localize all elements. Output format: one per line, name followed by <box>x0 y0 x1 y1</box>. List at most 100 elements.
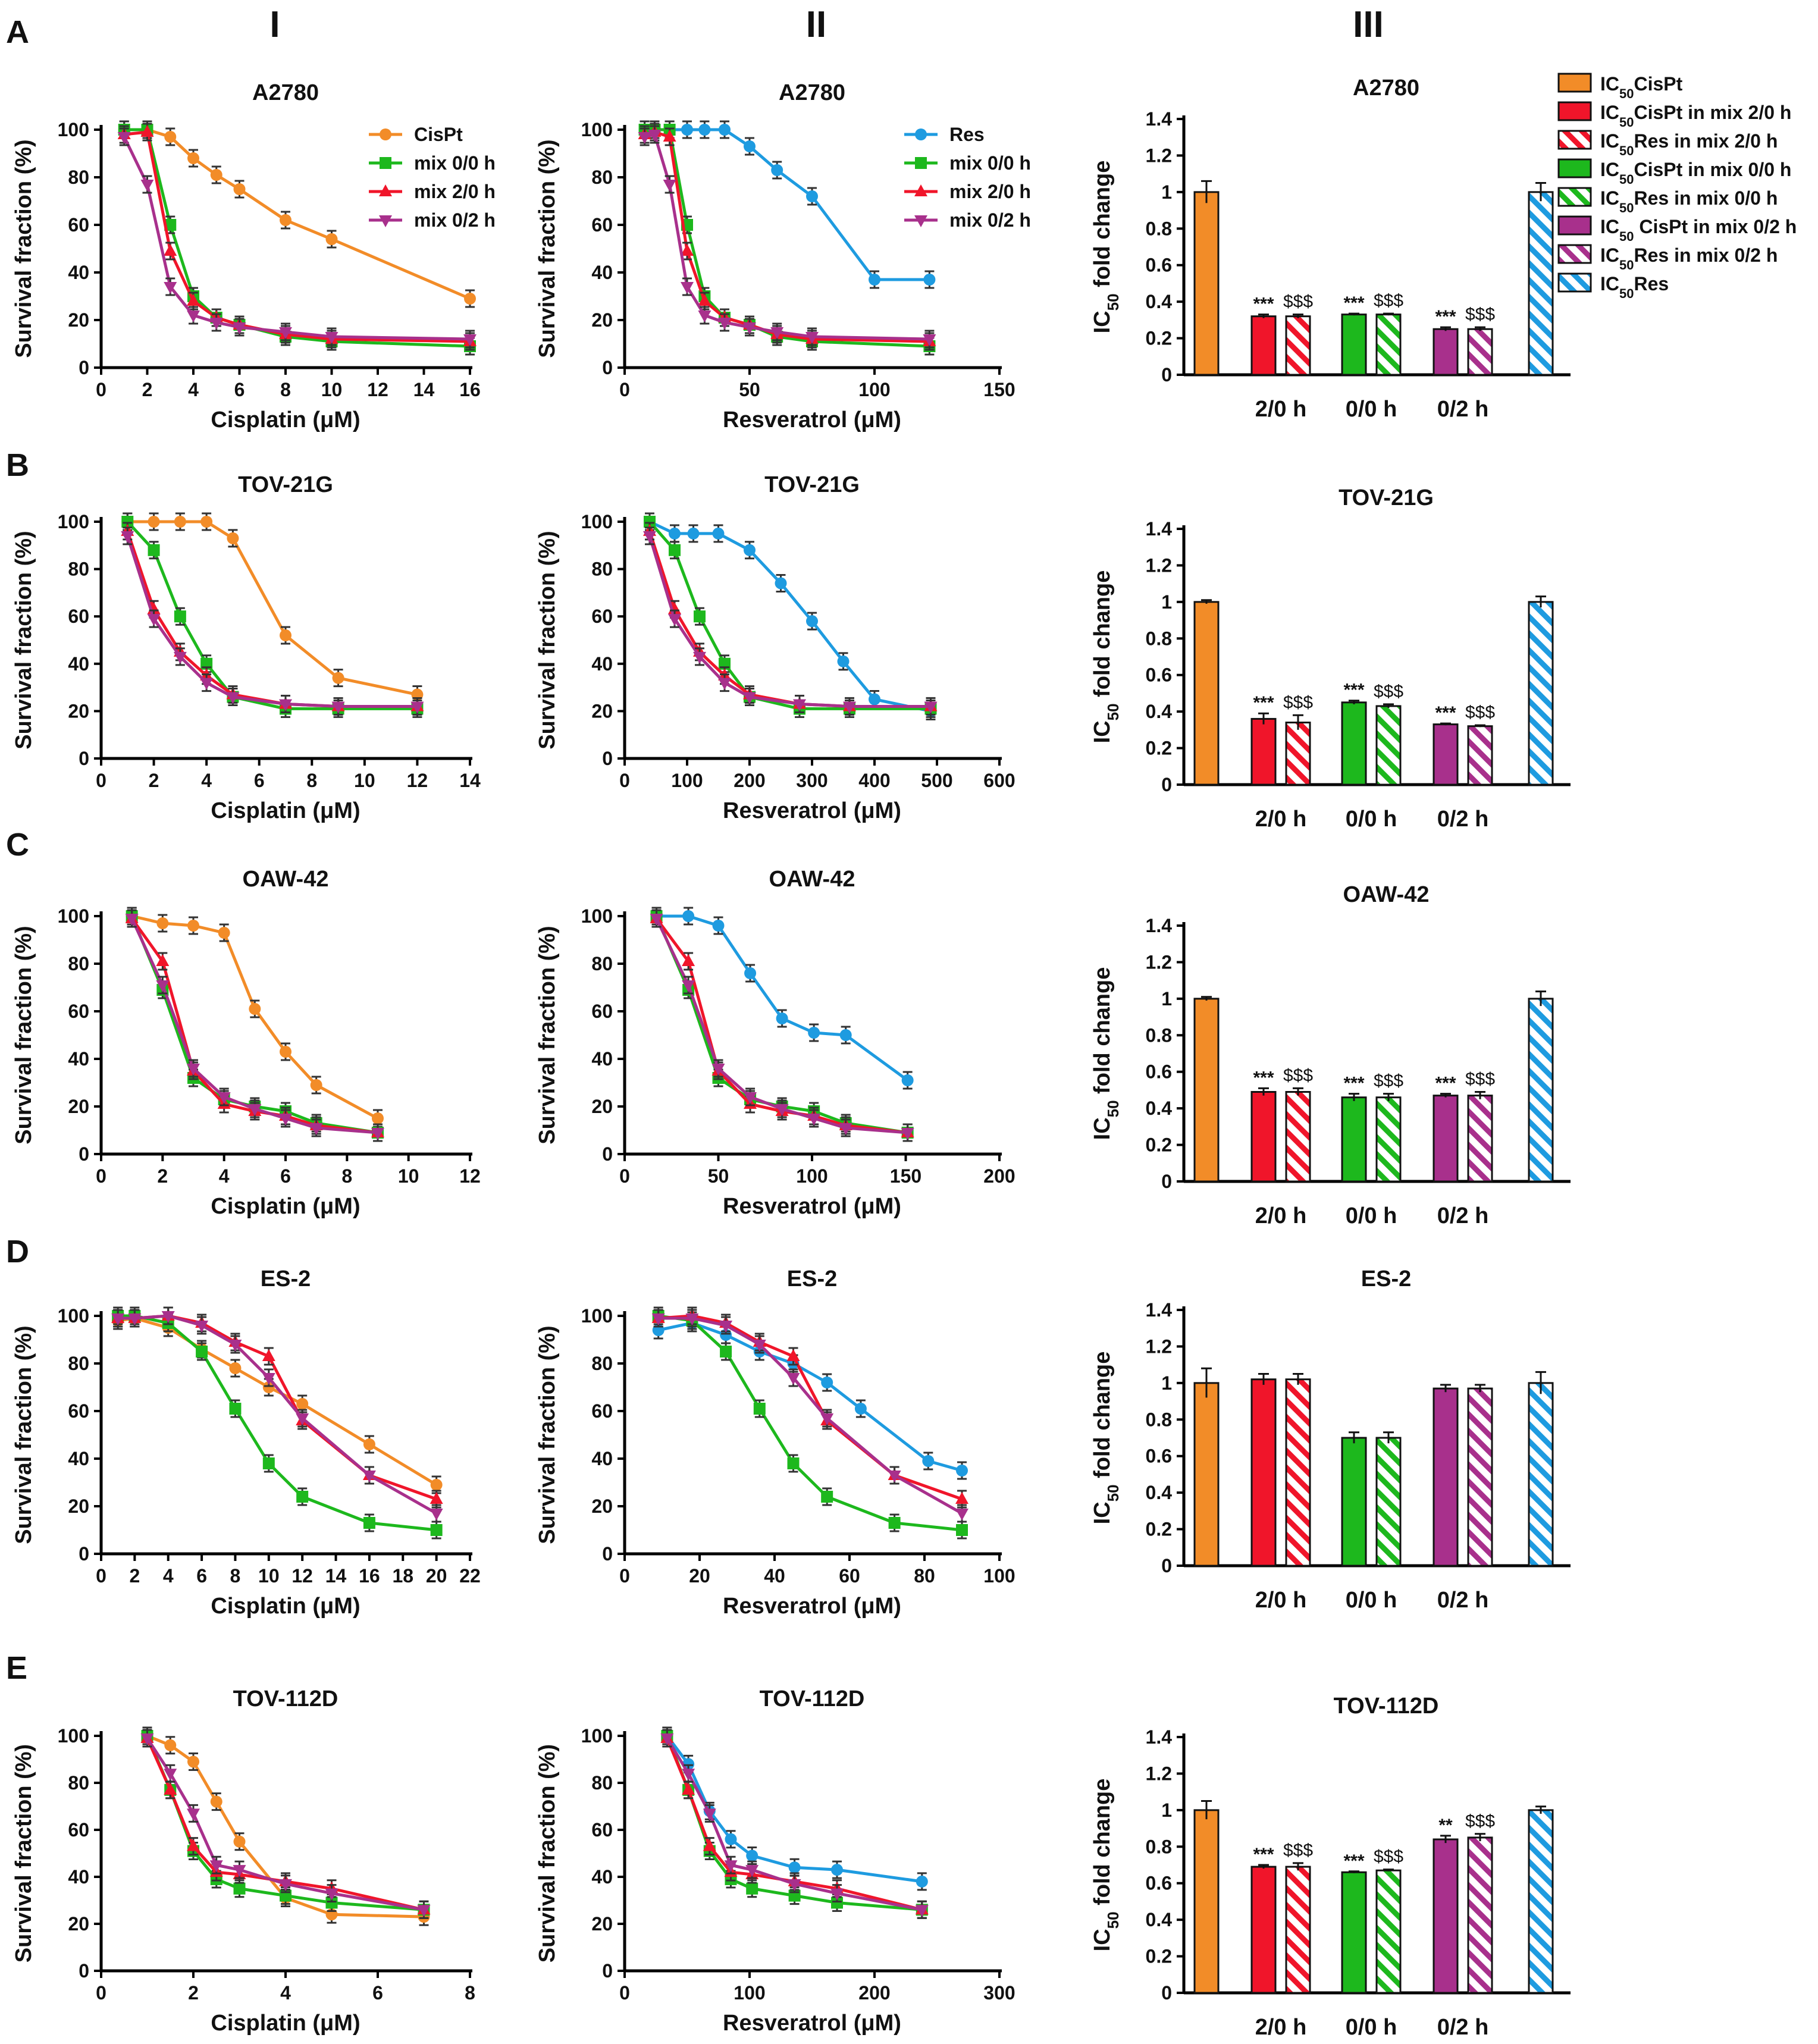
data-point-mix-2-0-h <box>262 1349 275 1361</box>
y-tick-label: 40 <box>591 1866 613 1888</box>
y-tick-label: 100 <box>58 905 89 927</box>
data-point-cispt <box>280 629 291 642</box>
y-tick-label: 1.2 <box>1146 145 1172 166</box>
y-tick-label: 0.4 <box>1146 1909 1173 1930</box>
y-tick-label: 60 <box>591 214 613 236</box>
data-point-res <box>901 1074 914 1086</box>
y-tick-label: 40 <box>591 262 613 283</box>
bar-legend-prefix: IC <box>1600 273 1619 294</box>
data-point-mix-0-2-h <box>901 1128 914 1140</box>
series-mix-0-2-h <box>111 1306 443 1523</box>
chart-title: ES-2 <box>261 1266 311 1291</box>
y-axis-title-sub: 50 <box>1104 1911 1122 1929</box>
y-axis-title-sub: 50 <box>1104 1100 1122 1117</box>
series-mix-0-2-h <box>651 1309 968 1523</box>
x-tick-label: 0 <box>96 1165 106 1187</box>
y-tick-label: 0.6 <box>1146 1873 1172 1894</box>
group-label: 0/0 h <box>1346 2015 1397 2040</box>
chart-oaw-42-resveratrol: OAW-42 0 20 40 60 80 100 0 50 100 150 200 Resveratro… <box>535 867 1015 1219</box>
data-point-mix-0-2-h <box>200 678 214 690</box>
y-axis-title: Survival fraction (%) <box>535 531 560 749</box>
x-tick-label: 0 <box>96 770 106 791</box>
data-point-cispt <box>372 1112 384 1124</box>
bar-ic50res-in-mix-0-2-h <box>1467 1836 1493 1994</box>
significance-label: $$$ <box>1283 1065 1313 1085</box>
series-line-mix-0-0-h <box>648 521 931 710</box>
series-mix-2-0-h <box>643 522 938 716</box>
data-point-mix-0-2-h <box>839 1123 852 1135</box>
bar-legend-label: IC50 CisPt in mix 0/2 h <box>1600 216 1797 244</box>
data-point-mix-0-2-h <box>744 1092 757 1104</box>
data-point-mix-0-2-h <box>161 1311 175 1323</box>
legend-marker-res <box>915 128 927 140</box>
data-point-mix-0-2-h <box>770 327 784 339</box>
y-tick-label: 1.2 <box>1146 554 1172 576</box>
data-point-cispt <box>200 516 213 528</box>
data-point-mix-2-0-h <box>156 954 170 966</box>
data-point-mix-2-0-h <box>663 130 676 142</box>
data-point-mix-0-0-h <box>888 1517 901 1529</box>
data-point-mix-0-0-h <box>753 1403 766 1415</box>
series-mix-0-2-h <box>643 526 938 716</box>
data-point-res <box>821 1377 833 1388</box>
x-tick-label: 150 <box>983 379 1015 400</box>
bar-legend-suffix: CisPt <box>1634 73 1682 95</box>
x-tick-label: 6 <box>234 379 245 400</box>
data-point-mix-0-2-h <box>718 318 731 330</box>
significance-label: *** <box>1253 294 1274 314</box>
y-tick-label: 20 <box>591 1096 613 1117</box>
data-point-mix-0-2-h <box>279 1879 292 1891</box>
series-cispt <box>112 1309 443 1494</box>
data-point-cispt <box>280 1046 291 1058</box>
data-point-cispt <box>325 233 338 245</box>
data-point-mix-0-2-h <box>417 1905 431 1917</box>
group-label: 0/2 h <box>1437 807 1489 832</box>
data-point-mix-2-0-h <box>430 1492 443 1504</box>
x-axis-title: Resveratrol (μM) <box>723 407 901 432</box>
data-point-mix-0-2-h <box>663 180 676 192</box>
y-tick-label: 60 <box>591 1819 613 1841</box>
y-tick-label: 60 <box>68 214 89 236</box>
y-tick-label: 40 <box>68 1048 89 1070</box>
y-tick-label: 1.4 <box>1146 1299 1173 1321</box>
legend-label: mix 0/2 h <box>414 209 496 231</box>
data-point-mix-0-0-h <box>644 516 656 528</box>
data-point-res <box>712 527 725 540</box>
y-axis-title: Survival fraction (%) <box>11 1325 36 1544</box>
y-axis-title: Survival fraction (%) <box>535 1744 560 1963</box>
chart-title: A2780 <box>1353 76 1419 101</box>
x-tick-label: 0 <box>619 1565 630 1587</box>
y-tick-label: 1.4 <box>1146 1726 1173 1748</box>
data-point-mix-0-2-h <box>820 1413 834 1425</box>
y-tick-label: 0 <box>1161 1555 1172 1576</box>
significance-label: $$$ <box>1465 703 1495 722</box>
data-point-cispt <box>156 917 169 929</box>
bar-legend-prefix: IC <box>1600 216 1619 237</box>
data-point-mix-0-2-h <box>173 651 187 664</box>
y-axis-title-sub: 50 <box>1104 293 1122 311</box>
significance-label: $$$ <box>1283 292 1313 312</box>
data-point-res <box>869 274 880 286</box>
legend-label: mix 0/0 h <box>949 152 1031 174</box>
bar-legend-suffix: Res <box>1634 273 1669 294</box>
group-label: 2/0 h <box>1255 1203 1307 1228</box>
group-label: 0/0 h <box>1346 1588 1397 1613</box>
data-point-mix-0-2-h <box>650 914 663 926</box>
bar-ic50cispt <box>1193 1809 1220 1994</box>
data-point-mix-0-2-h <box>226 692 240 704</box>
x-tick-label: 4 <box>219 1165 230 1187</box>
panel-letter-b: B <box>6 447 29 483</box>
x-tick-label: 40 <box>764 1565 785 1587</box>
y-tick-label: 0 <box>1161 1171 1172 1192</box>
column-header-3: III <box>1353 4 1384 45</box>
data-point-mix-0-2-h <box>331 701 345 714</box>
bar-ic50cispt-in-mix-0-0-h <box>1341 314 1367 376</box>
y-axis-title: IC50 fold change <box>1090 967 1122 1140</box>
bar-ic50cispt <box>1193 601 1220 786</box>
x-axis-title: Cisplatin (μM) <box>211 1194 360 1219</box>
data-point-res <box>771 164 783 176</box>
data-point-cispt <box>148 516 160 528</box>
bar-ic50res-in-mix-0-0-h <box>1375 1096 1402 1183</box>
significance-label: $$$ <box>1374 291 1403 311</box>
x-tick-label: 10 <box>354 770 375 791</box>
